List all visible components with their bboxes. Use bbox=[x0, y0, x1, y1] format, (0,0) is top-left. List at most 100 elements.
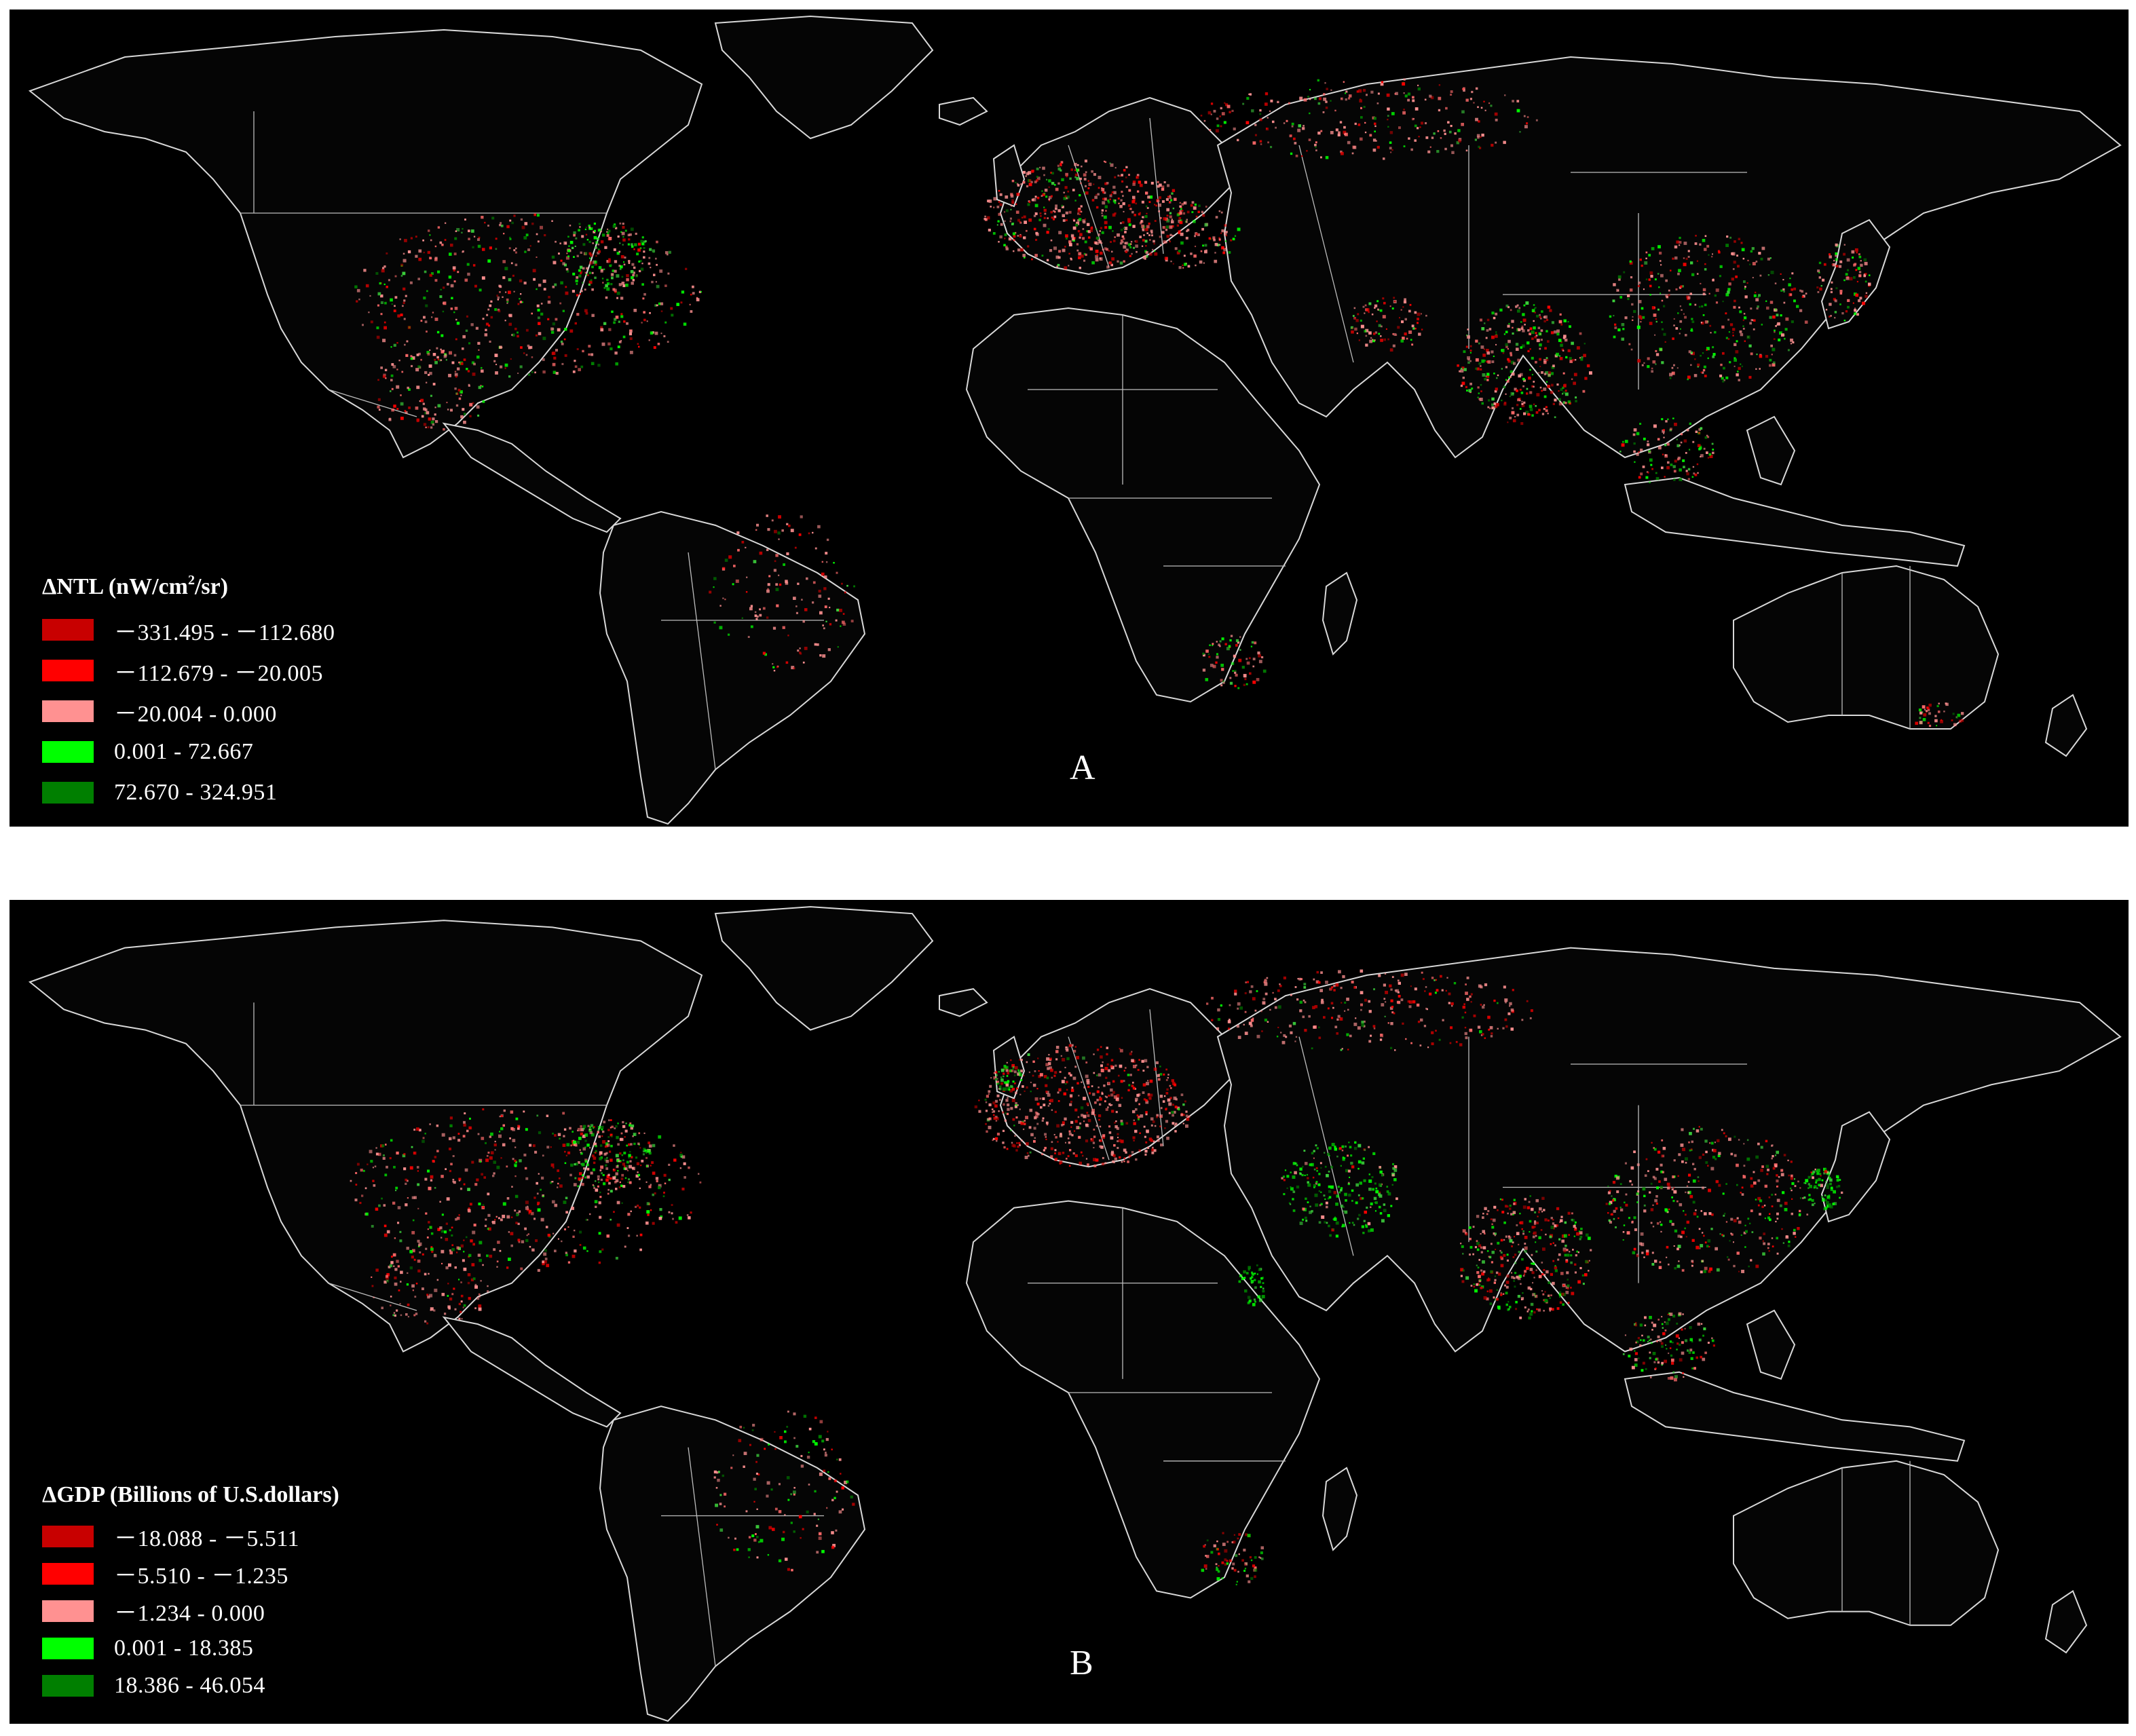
change-pixel bbox=[759, 614, 762, 617]
change-pixel bbox=[1374, 1201, 1376, 1204]
change-pixel bbox=[1353, 1224, 1355, 1226]
change-pixel bbox=[1051, 182, 1055, 185]
change-pixel bbox=[1379, 1183, 1382, 1187]
change-pixel bbox=[1068, 1141, 1071, 1144]
change-pixel bbox=[1645, 476, 1649, 479]
change-pixel bbox=[538, 332, 542, 335]
change-pixel bbox=[641, 263, 643, 265]
change-pixel bbox=[1167, 195, 1169, 198]
change-pixel bbox=[436, 1125, 439, 1127]
change-pixel bbox=[1254, 134, 1257, 136]
change-pixel bbox=[471, 1161, 474, 1164]
change-pixel bbox=[1479, 318, 1482, 322]
change-pixel bbox=[1079, 1161, 1082, 1165]
change-pixel bbox=[1700, 282, 1702, 284]
change-pixel bbox=[1328, 1154, 1330, 1157]
change-pixel bbox=[1009, 217, 1012, 220]
change-pixel bbox=[1325, 107, 1328, 109]
change-pixel bbox=[514, 263, 518, 267]
change-pixel bbox=[514, 1159, 517, 1163]
change-pixel bbox=[421, 1253, 424, 1256]
change-pixel bbox=[1075, 223, 1079, 227]
change-pixel bbox=[1480, 383, 1482, 386]
change-pixel bbox=[825, 1452, 827, 1454]
change-pixel bbox=[1080, 1151, 1083, 1154]
change-pixel bbox=[1223, 248, 1226, 252]
change-pixel bbox=[1727, 290, 1730, 294]
change-pixel bbox=[1157, 1139, 1160, 1142]
change-pixel bbox=[1074, 169, 1076, 171]
change-pixel bbox=[1683, 439, 1687, 442]
change-pixel bbox=[1165, 225, 1169, 229]
change-pixel bbox=[398, 1289, 400, 1291]
change-pixel bbox=[1099, 1097, 1102, 1101]
change-pixel bbox=[569, 1173, 572, 1177]
change-pixel bbox=[1577, 1251, 1579, 1253]
change-pixel bbox=[420, 398, 424, 402]
change-pixel bbox=[1379, 1166, 1381, 1169]
change-pixel bbox=[1758, 252, 1761, 255]
change-pixel bbox=[391, 363, 394, 366]
change-pixel bbox=[1028, 1154, 1030, 1157]
change-pixel bbox=[790, 1522, 793, 1524]
change-pixel bbox=[1575, 396, 1577, 399]
change-pixel bbox=[1531, 309, 1535, 312]
change-pixel bbox=[1363, 1220, 1366, 1222]
change-pixel bbox=[1146, 255, 1148, 258]
change-pixel bbox=[631, 1167, 635, 1169]
change-pixel bbox=[688, 1216, 691, 1220]
change-pixel bbox=[1110, 1136, 1114, 1140]
change-pixel bbox=[1012, 232, 1016, 235]
change-pixel bbox=[1168, 239, 1170, 241]
change-pixel bbox=[1387, 338, 1389, 341]
change-pixel bbox=[1036, 196, 1040, 200]
change-pixel bbox=[417, 1239, 420, 1243]
change-pixel bbox=[656, 1180, 658, 1183]
change-pixel bbox=[1059, 1161, 1063, 1165]
change-pixel bbox=[1578, 1230, 1581, 1232]
change-pixel bbox=[1353, 1146, 1357, 1150]
change-pixel bbox=[643, 1132, 645, 1134]
change-pixel bbox=[1131, 1059, 1134, 1063]
change-pixel bbox=[500, 225, 504, 227]
change-pixel bbox=[1194, 204, 1197, 206]
change-pixel bbox=[572, 246, 574, 249]
change-pixel bbox=[1349, 1176, 1351, 1178]
country-border bbox=[688, 552, 716, 770]
change-pixel bbox=[1132, 181, 1136, 184]
change-pixel bbox=[1865, 280, 1867, 283]
change-pixel bbox=[1023, 236, 1026, 240]
change-pixel bbox=[1169, 1097, 1172, 1099]
change-pixel bbox=[397, 1222, 400, 1224]
change-pixel bbox=[599, 1250, 602, 1253]
change-pixel bbox=[1689, 303, 1691, 306]
change-pixel bbox=[1548, 1294, 1550, 1297]
change-pixel bbox=[1785, 317, 1789, 321]
change-pixel bbox=[1469, 352, 1472, 354]
change-pixel bbox=[448, 276, 452, 279]
change-pixel bbox=[1031, 198, 1034, 202]
change-pixel bbox=[1298, 124, 1301, 128]
change-pixel bbox=[468, 1126, 472, 1130]
change-pixel bbox=[753, 1501, 755, 1503]
change-pixel bbox=[412, 1289, 414, 1291]
change-pixel bbox=[1365, 1224, 1367, 1226]
change-pixel bbox=[786, 1476, 790, 1479]
legend-swatch bbox=[42, 741, 94, 763]
change-pixel bbox=[1655, 472, 1657, 474]
change-pixel bbox=[1492, 1218, 1496, 1222]
change-pixel bbox=[1389, 348, 1393, 352]
change-pixel bbox=[1112, 185, 1116, 189]
change-pixel bbox=[600, 240, 604, 244]
change-pixel bbox=[1511, 1276, 1514, 1279]
change-pixel bbox=[1399, 317, 1400, 319]
change-pixel bbox=[464, 219, 466, 221]
change-pixel bbox=[1005, 245, 1008, 248]
change-pixel bbox=[588, 353, 591, 356]
change-pixel bbox=[992, 1111, 994, 1113]
change-pixel bbox=[1019, 221, 1022, 223]
change-pixel bbox=[525, 233, 529, 237]
change-pixel bbox=[410, 357, 413, 360]
change-pixel bbox=[1058, 231, 1062, 235]
change-pixel bbox=[1335, 1202, 1338, 1206]
